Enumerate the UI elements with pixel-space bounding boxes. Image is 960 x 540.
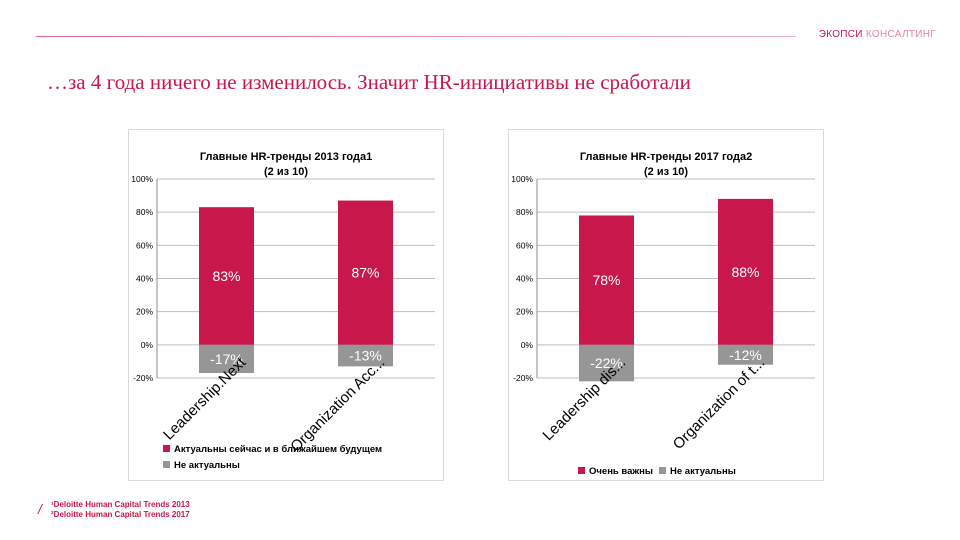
- footnote-1: ¹Deloitte Human Capital Trends 2013: [51, 500, 190, 509]
- y-tick-label: 0%: [141, 340, 154, 350]
- brand-part-2: КОНСАЛТИНГ: [865, 29, 936, 40]
- y-tick-label: 60%: [136, 240, 153, 250]
- bar-positive: [338, 200, 393, 345]
- y-tick-label: -20%: [513, 373, 533, 383]
- bar-negative: [718, 344, 773, 365]
- legend-label: Актуальны сейчас и в ближайшем будущем: [174, 444, 382, 455]
- data-label-negative: -22%: [590, 355, 623, 371]
- slide-title: …за 4 года ничего не изменилось. Значит …: [47, 70, 691, 94]
- chart-2017: Главные HR-тренды 2017 года2 (2 из 10) 100…: [511, 151, 815, 477]
- chart-2013: Главные HR-тренды 2013 года1 (2 из 10) 100…: [131, 151, 435, 471]
- legend-label: Не актуальны: [174, 460, 240, 471]
- y-tick-label: 100%: [131, 174, 153, 184]
- category-label: Organization Acc...: [287, 354, 388, 455]
- legend: Актуальны сейчас и в ближайшем будущем Не…: [163, 444, 382, 471]
- y-tick-label: 20%: [516, 307, 533, 317]
- data-label-negative: -13%: [349, 348, 382, 364]
- data-label-negative: -17%: [210, 351, 243, 367]
- chart-title: Главные HR-тренды 2013 года1: [200, 151, 372, 163]
- y-tick-label: 40%: [136, 274, 153, 284]
- legend-label: Не актуальны: [670, 466, 736, 477]
- footnote-2: ²Deloitte Human Capital Trends 2017: [51, 510, 190, 519]
- legend-swatch: [163, 461, 170, 468]
- bar-positive: [579, 215, 634, 345]
- y-tick-label: 100%: [511, 174, 533, 184]
- legend-label: Очень важны: [589, 466, 653, 477]
- chart-panel-2013: Главные HR-тренды 2013 года1 (2 из 10) 100…: [128, 129, 444, 481]
- chart-subtitle: (2 из 10): [264, 166, 308, 178]
- bar-positive: [718, 198, 773, 345]
- footnotes: ¹Deloitte Human Capital Trends 2013 ²Del…: [51, 500, 190, 520]
- header-divider: [36, 36, 796, 37]
- chart-title: Главные HR-тренды 2017 года2: [580, 151, 752, 163]
- data-label-positive: 78%: [592, 272, 620, 288]
- data-label-positive: 87%: [351, 265, 379, 281]
- y-tick-label: -20%: [133, 373, 153, 383]
- brand-logo-text: ЭКОПСИ КОНСАЛТИНГ: [819, 29, 936, 40]
- legend-swatch: [163, 445, 170, 452]
- bar-negative: [199, 344, 254, 374]
- y-tick-label: 60%: [516, 240, 533, 250]
- data-label-positive: 88%: [731, 264, 759, 280]
- y-tick-label: 20%: [136, 307, 153, 317]
- chart-panel-2017: Главные HR-тренды 2017 года2 (2 из 10) 100…: [508, 129, 824, 481]
- legend: Очень важны Не актуальны: [578, 466, 736, 477]
- chart-subtitle: (2 из 10): [644, 166, 688, 178]
- footnote-marker: /: [38, 501, 42, 517]
- legend-swatch: [659, 467, 666, 474]
- category-label: Organization of t...: [670, 354, 769, 453]
- y-tick-label: 0%: [521, 340, 534, 350]
- data-label-positive: 83%: [212, 268, 240, 284]
- bar-negative: [579, 344, 634, 382]
- bar-positive: [199, 207, 254, 345]
- bar-negative: [338, 344, 393, 367]
- legend-swatch: [578, 467, 585, 474]
- y-tick-label: 40%: [516, 274, 533, 284]
- data-label-negative: -12%: [729, 347, 762, 363]
- brand-part-1: ЭКОПСИ: [818, 29, 863, 40]
- y-tick-label: 80%: [136, 207, 153, 217]
- y-tick-label: 80%: [516, 207, 533, 217]
